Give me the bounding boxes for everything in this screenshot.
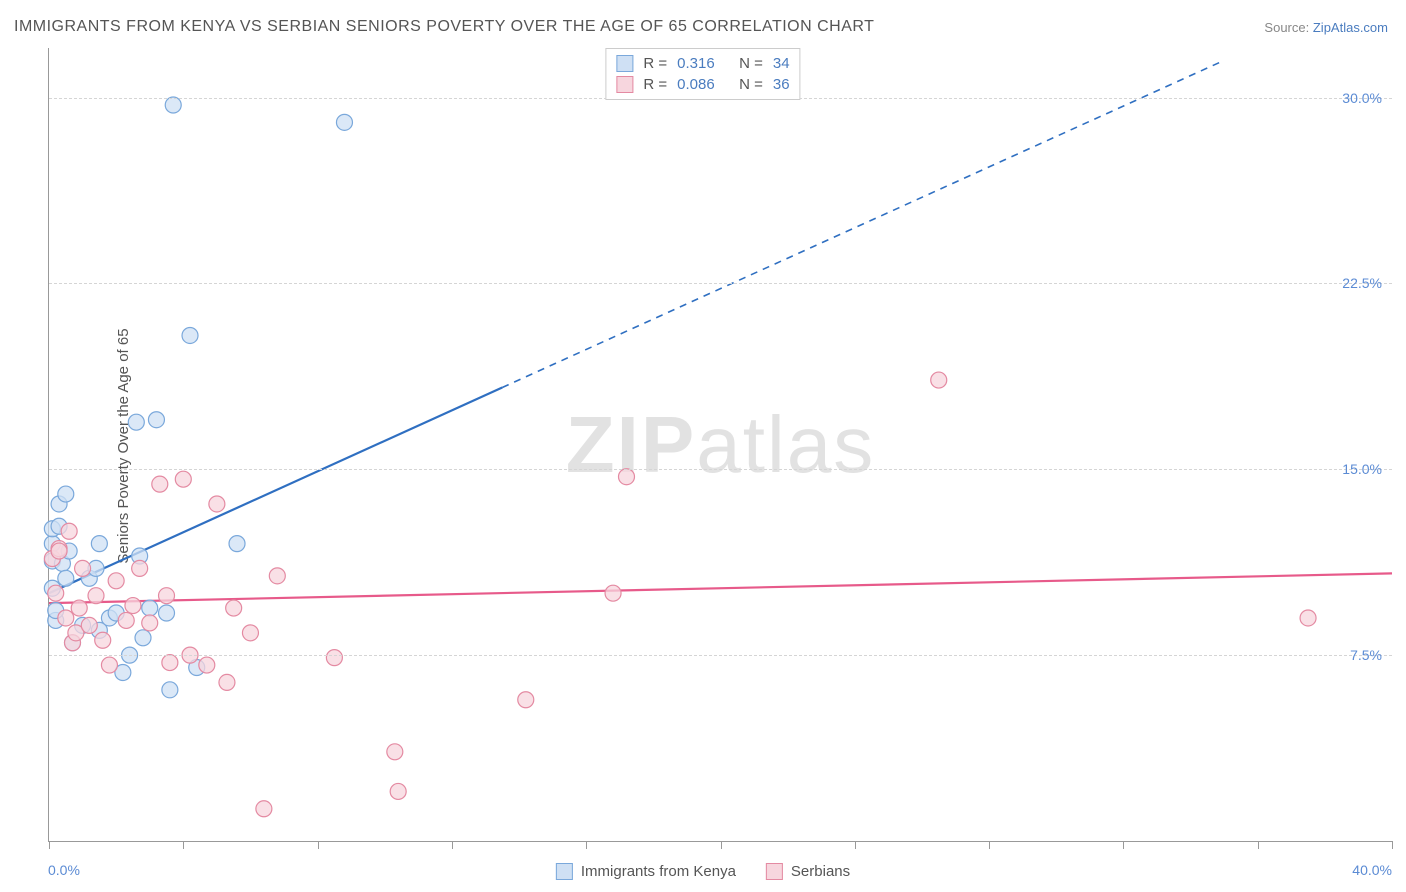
x-tick <box>855 841 856 849</box>
data-point <box>91 536 107 552</box>
x-tick <box>183 841 184 849</box>
legend-stat-row: R = 0.086 N = 36 <box>616 74 789 95</box>
data-point <box>162 682 178 698</box>
legend-stat-row: R = 0.316 N = 34 <box>616 53 789 74</box>
source-label: Source: <box>1264 20 1309 35</box>
data-point <box>326 650 342 666</box>
legend-swatch <box>556 863 573 880</box>
legend-swatch <box>766 863 783 880</box>
data-point <box>159 588 175 604</box>
data-point <box>162 655 178 671</box>
chart-svg <box>49 48 1392 841</box>
gridline <box>49 655 1392 656</box>
data-point <box>58 570 74 586</box>
data-point <box>142 615 158 631</box>
legend-n-label: N = <box>739 76 763 93</box>
data-point <box>142 600 158 616</box>
y-tick-label: 7.5% <box>1350 647 1382 663</box>
data-point <box>199 657 215 673</box>
y-tick-label: 22.5% <box>1342 275 1382 291</box>
data-point <box>108 573 124 589</box>
data-point <box>75 560 91 576</box>
data-point <box>1300 610 1316 626</box>
y-tick-label: 15.0% <box>1342 461 1382 477</box>
data-point <box>605 585 621 601</box>
x-tick <box>586 841 587 849</box>
data-point <box>518 692 534 708</box>
x-tick <box>49 841 50 849</box>
data-point <box>51 543 67 559</box>
legend-r-label: R = <box>643 76 667 93</box>
legend-n-value: 36 <box>773 76 790 93</box>
data-point <box>152 476 168 492</box>
data-point <box>118 612 134 628</box>
x-tick <box>318 841 319 849</box>
legend-series: Immigrants from Kenya Serbians <box>556 863 850 880</box>
data-point <box>128 414 144 430</box>
legend-series-item: Immigrants from Kenya <box>556 863 736 880</box>
chart-plot-area: ZIPatlas 7.5%15.0%22.5%30.0% <box>48 48 1392 842</box>
legend-swatch <box>616 76 633 93</box>
data-point <box>175 471 191 487</box>
data-point <box>229 536 245 552</box>
data-point <box>148 412 164 428</box>
x-tick <box>1123 841 1124 849</box>
legend-series-label: Immigrants from Kenya <box>581 863 736 880</box>
data-point <box>219 674 235 690</box>
data-point <box>269 568 285 584</box>
data-point <box>71 600 87 616</box>
data-point <box>336 114 352 130</box>
x-axis-max: 40.0% <box>1352 862 1392 878</box>
data-point <box>58 486 74 502</box>
source-attribution: Source: ZipAtlas.com <box>1264 20 1388 35</box>
data-point <box>390 783 406 799</box>
legend-r-value: 0.316 <box>677 55 729 72</box>
legend-swatch <box>616 55 633 72</box>
trend-line <box>49 388 502 594</box>
data-point <box>226 600 242 616</box>
data-point <box>88 588 104 604</box>
data-point <box>48 585 64 601</box>
source-value: ZipAtlas.com <box>1313 20 1388 35</box>
gridline <box>49 283 1392 284</box>
data-point <box>618 469 634 485</box>
x-tick <box>721 841 722 849</box>
data-point <box>242 625 258 641</box>
x-tick <box>1392 841 1393 849</box>
data-point <box>256 801 272 817</box>
data-point <box>931 372 947 388</box>
data-point <box>135 630 151 646</box>
chart-title: IMMIGRANTS FROM KENYA VS SERBIAN SENIORS… <box>14 18 874 36</box>
legend-stats: R = 0.316 N = 34 R = 0.086 N = 36 <box>605 48 800 100</box>
x-tick <box>989 841 990 849</box>
legend-series-item: Serbians <box>766 863 850 880</box>
data-point <box>125 598 141 614</box>
trend-line <box>49 573 1392 603</box>
legend-r-label: R = <box>643 55 667 72</box>
data-point <box>165 97 181 113</box>
legend-series-label: Serbians <box>791 863 850 880</box>
x-axis-min: 0.0% <box>48 862 80 878</box>
data-point <box>209 496 225 512</box>
data-point <box>58 610 74 626</box>
data-point <box>101 657 117 673</box>
legend-n-value: 34 <box>773 55 790 72</box>
y-tick-label: 30.0% <box>1342 90 1382 106</box>
legend-r-value: 0.086 <box>677 76 729 93</box>
x-tick <box>452 841 453 849</box>
data-point <box>132 560 148 576</box>
data-point <box>61 523 77 539</box>
gridline <box>49 469 1392 470</box>
data-point <box>95 632 111 648</box>
trend-line-dashed <box>502 60 1224 387</box>
x-tick <box>1258 841 1259 849</box>
data-point <box>182 327 198 343</box>
data-point <box>159 605 175 621</box>
data-point <box>81 617 97 633</box>
data-point <box>387 744 403 760</box>
legend-n-label: N = <box>739 55 763 72</box>
